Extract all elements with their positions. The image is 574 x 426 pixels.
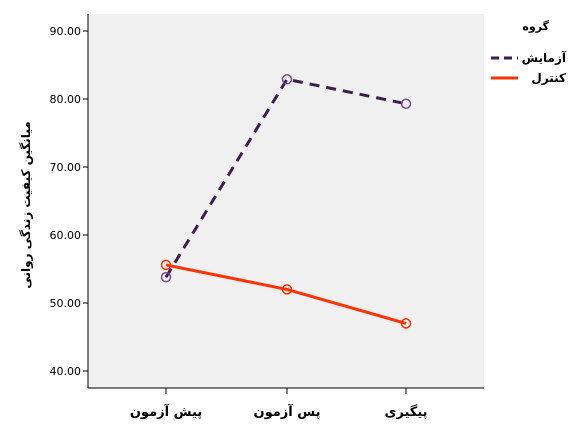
legend-label: آزمایش	[522, 50, 567, 65]
y-tick-label: 60.00	[50, 229, 82, 242]
x-tick-label: پیش آزمون	[130, 403, 202, 420]
x-tick-label: پیگیری	[384, 404, 427, 420]
data-point	[400, 318, 412, 329]
y-tick-label: 40.00	[50, 365, 82, 378]
data-point	[281, 284, 293, 295]
plot-area	[88, 14, 484, 388]
data-point	[160, 259, 172, 271]
y-tick-label: 90.00	[50, 25, 82, 38]
y-tick-label: 50.00	[50, 297, 82, 310]
y-tick-label: 70.00	[50, 161, 82, 174]
y-axis-title: میانگین کیفیت زندگی روانی	[19, 121, 34, 288]
x-tick-label: پس آزمون	[253, 403, 320, 420]
legend-label: کنترل	[531, 71, 566, 85]
legend-title: گروه	[522, 20, 549, 33]
data-point	[400, 98, 412, 110]
series-line-2	[165, 263, 407, 325]
x-axis-ticks: پیش آزمون پس آزمون پیگیری	[130, 388, 428, 420]
data-point	[160, 271, 172, 283]
data-point	[281, 74, 293, 85]
series-lines	[160, 74, 412, 329]
series-line-1	[164, 77, 407, 278]
y-tick-label: 80.00	[50, 93, 82, 106]
y-axis-ticks: 40.00 50.00 60.00 70.00 80.00 90.00	[50, 25, 88, 378]
legend: گروه آزمایش کنترل	[491, 20, 567, 85]
